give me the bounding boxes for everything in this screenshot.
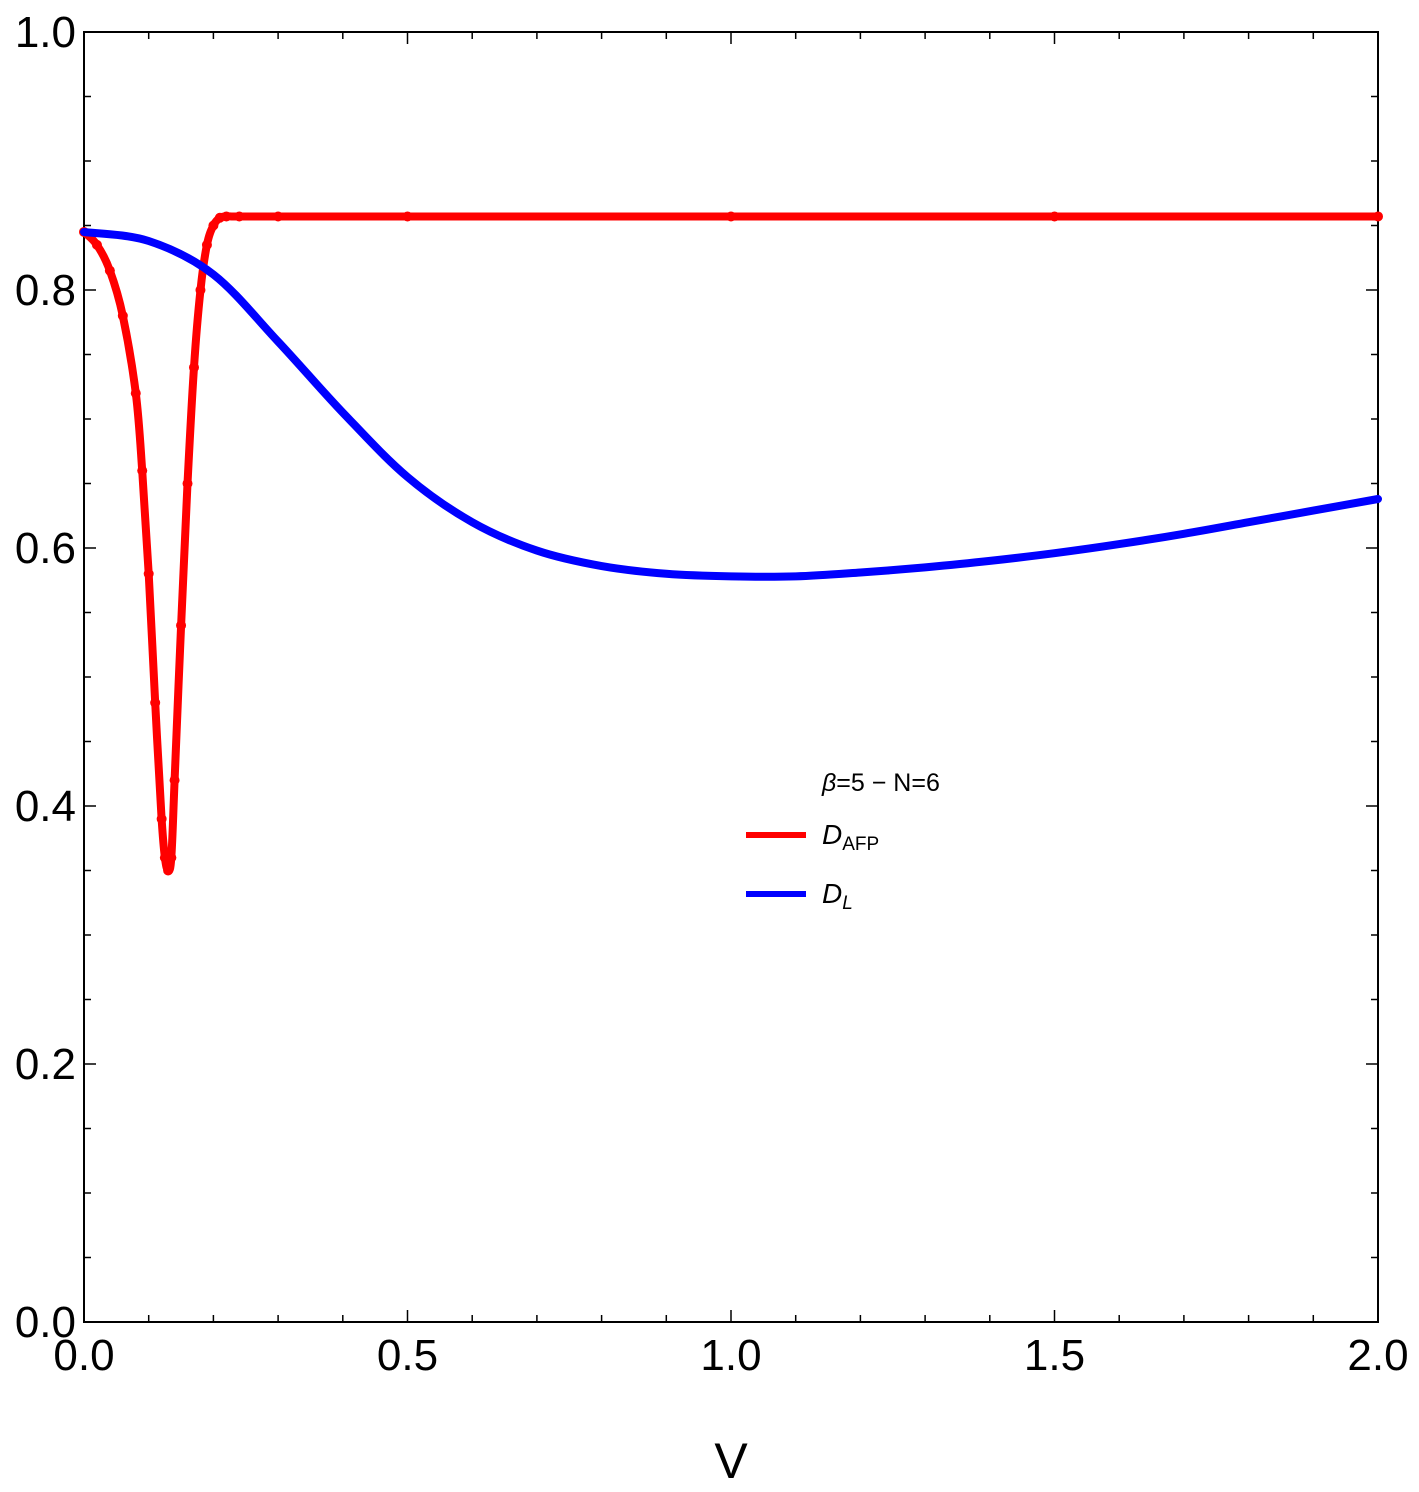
y-tick-label: 1.0	[15, 8, 76, 57]
tick-labels: 0.0 0.5 1.0 1.5 2.0 0.0 0.2 0.4 0.6 0.8 1.0	[15, 8, 1409, 1380]
y-tick-label: 0.4	[15, 782, 76, 831]
series-afp-point	[91, 239, 102, 250]
series-afp-point	[182, 478, 193, 489]
series-afp-point	[188, 362, 199, 373]
series-afp-point	[726, 211, 736, 222]
x-tick-label: 2.0	[1347, 1331, 1408, 1380]
series-afp-point	[137, 465, 148, 476]
series-afp	[79, 211, 1383, 876]
y-tick-label: 0.6	[15, 524, 76, 573]
series-afp-point	[1049, 211, 1060, 222]
tick-marks	[83, 31, 1379, 1323]
legend: β=5 − N=6 DAFP DL	[746, 769, 940, 914]
series-l-line	[80, 228, 1382, 581]
series-afp-point	[221, 211, 232, 222]
series-afp-point	[176, 620, 187, 631]
series-afp-point	[201, 239, 212, 250]
plot-frame	[83, 31, 1379, 1323]
series-afp-point	[208, 220, 219, 231]
x-tick-label: 0.0	[53, 1331, 114, 1380]
series-afp-point	[117, 310, 128, 321]
series-afp-point	[234, 211, 245, 222]
legend-label: DL	[822, 878, 853, 914]
legend-label: DAFP	[822, 819, 879, 855]
series-layer	[79, 211, 1383, 876]
x-tick-label: 1.0	[700, 1331, 761, 1380]
y-tick-label: 0.8	[15, 266, 76, 315]
series-l	[80, 228, 1382, 581]
legend-title: β=5 − N=6	[821, 769, 940, 797]
y-tick-label: 0.0	[15, 1298, 76, 1347]
legend-entry: DL	[746, 878, 853, 914]
series-afp-point	[169, 775, 180, 786]
series-afp-point	[273, 211, 284, 222]
x-axis-label: V	[714, 1433, 748, 1489]
legend-entry: DAFP	[746, 819, 879, 855]
x-tick-label: 0.5	[377, 1331, 438, 1380]
series-afp-point	[143, 568, 154, 579]
y-tick-label: 0.2	[15, 1040, 76, 1089]
series-afp-point	[195, 285, 206, 295]
series-afp-point	[402, 211, 413, 222]
series-afp-point	[130, 388, 141, 399]
series-afp-point	[104, 265, 115, 276]
series-afp-point	[156, 813, 167, 824]
series-afp-point	[150, 697, 161, 708]
series-afp-point	[1373, 211, 1383, 222]
series-afp-point	[166, 852, 177, 863]
series-afp-line	[80, 212, 1382, 875]
series-afp-point	[163, 865, 174, 876]
x-tick-label: 1.5	[1024, 1331, 1085, 1380]
